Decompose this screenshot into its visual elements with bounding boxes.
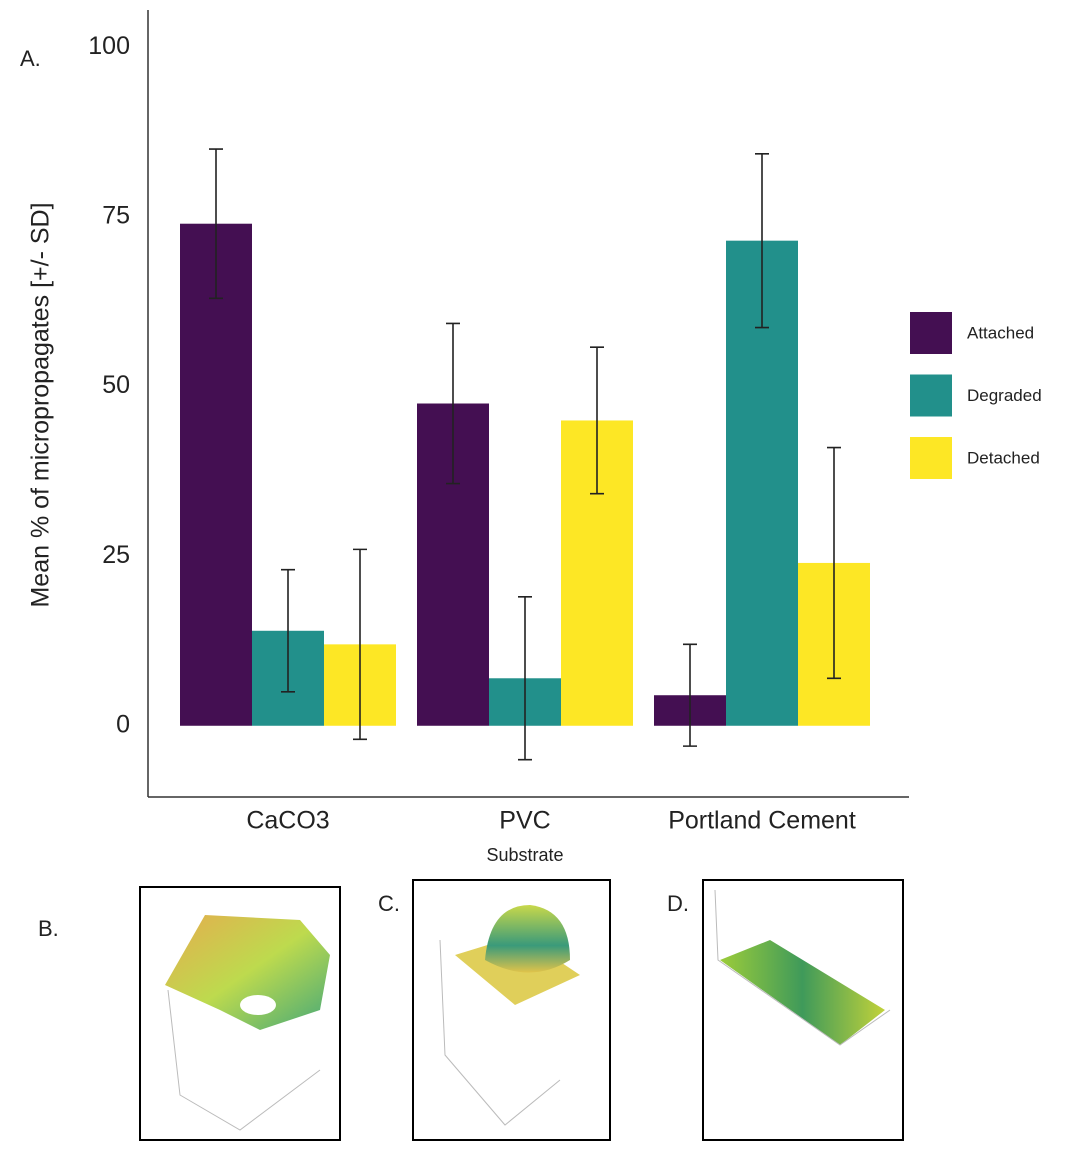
panel-label: D. — [667, 891, 689, 916]
x-tick-label: PVC — [499, 807, 550, 835]
panel-label: B. — [38, 916, 59, 941]
x-tick-label: CaCO3 — [246, 807, 329, 835]
x-tick-label: Portland Cement — [668, 807, 856, 835]
legend-swatch — [910, 375, 952, 417]
y-tick-label: 50 — [102, 371, 130, 399]
figure: A. Mean % of micropropagates [+/- SD] Su… — [0, 0, 1065, 1147]
y-tick-label: 100 — [88, 32, 130, 60]
legend-swatch — [910, 312, 952, 354]
legend-label: Attached — [967, 323, 1034, 342]
image-d — [703, 880, 903, 1140]
y-tick-label: 25 — [102, 541, 130, 569]
x-axis-label: Substrate — [486, 845, 563, 865]
panel-label: C. — [378, 891, 400, 916]
panel-label: A. — [20, 46, 41, 71]
image-c — [413, 880, 610, 1140]
y-tick-label: 0 — [116, 710, 130, 738]
legend-label: Detached — [967, 448, 1040, 467]
legend-swatch — [910, 437, 952, 479]
y-axis-label: Mean % of micropropagates [+/- SD] — [27, 202, 55, 607]
legend-label: Degraded — [967, 386, 1042, 405]
y-tick-label: 75 — [102, 202, 130, 230]
image-b — [140, 887, 340, 1140]
